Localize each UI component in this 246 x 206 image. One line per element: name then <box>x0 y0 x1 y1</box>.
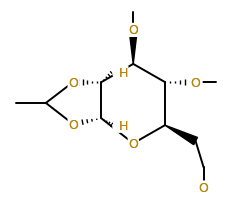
Text: O: O <box>128 137 138 150</box>
Text: O: O <box>191 76 200 89</box>
Text: H: H <box>119 119 128 132</box>
Text: H: H <box>119 67 128 80</box>
Text: H: H <box>119 119 128 132</box>
Text: O: O <box>128 24 138 37</box>
Text: O: O <box>199 181 209 194</box>
Text: O: O <box>68 118 78 131</box>
Text: O: O <box>191 76 200 89</box>
Text: H: H <box>119 67 128 80</box>
Polygon shape <box>165 126 198 145</box>
Polygon shape <box>129 31 137 65</box>
Text: O: O <box>68 118 78 131</box>
Text: O: O <box>199 181 209 194</box>
Text: O: O <box>68 76 78 89</box>
Text: O: O <box>128 24 138 37</box>
Text: O: O <box>128 137 138 150</box>
Text: O: O <box>68 76 78 89</box>
